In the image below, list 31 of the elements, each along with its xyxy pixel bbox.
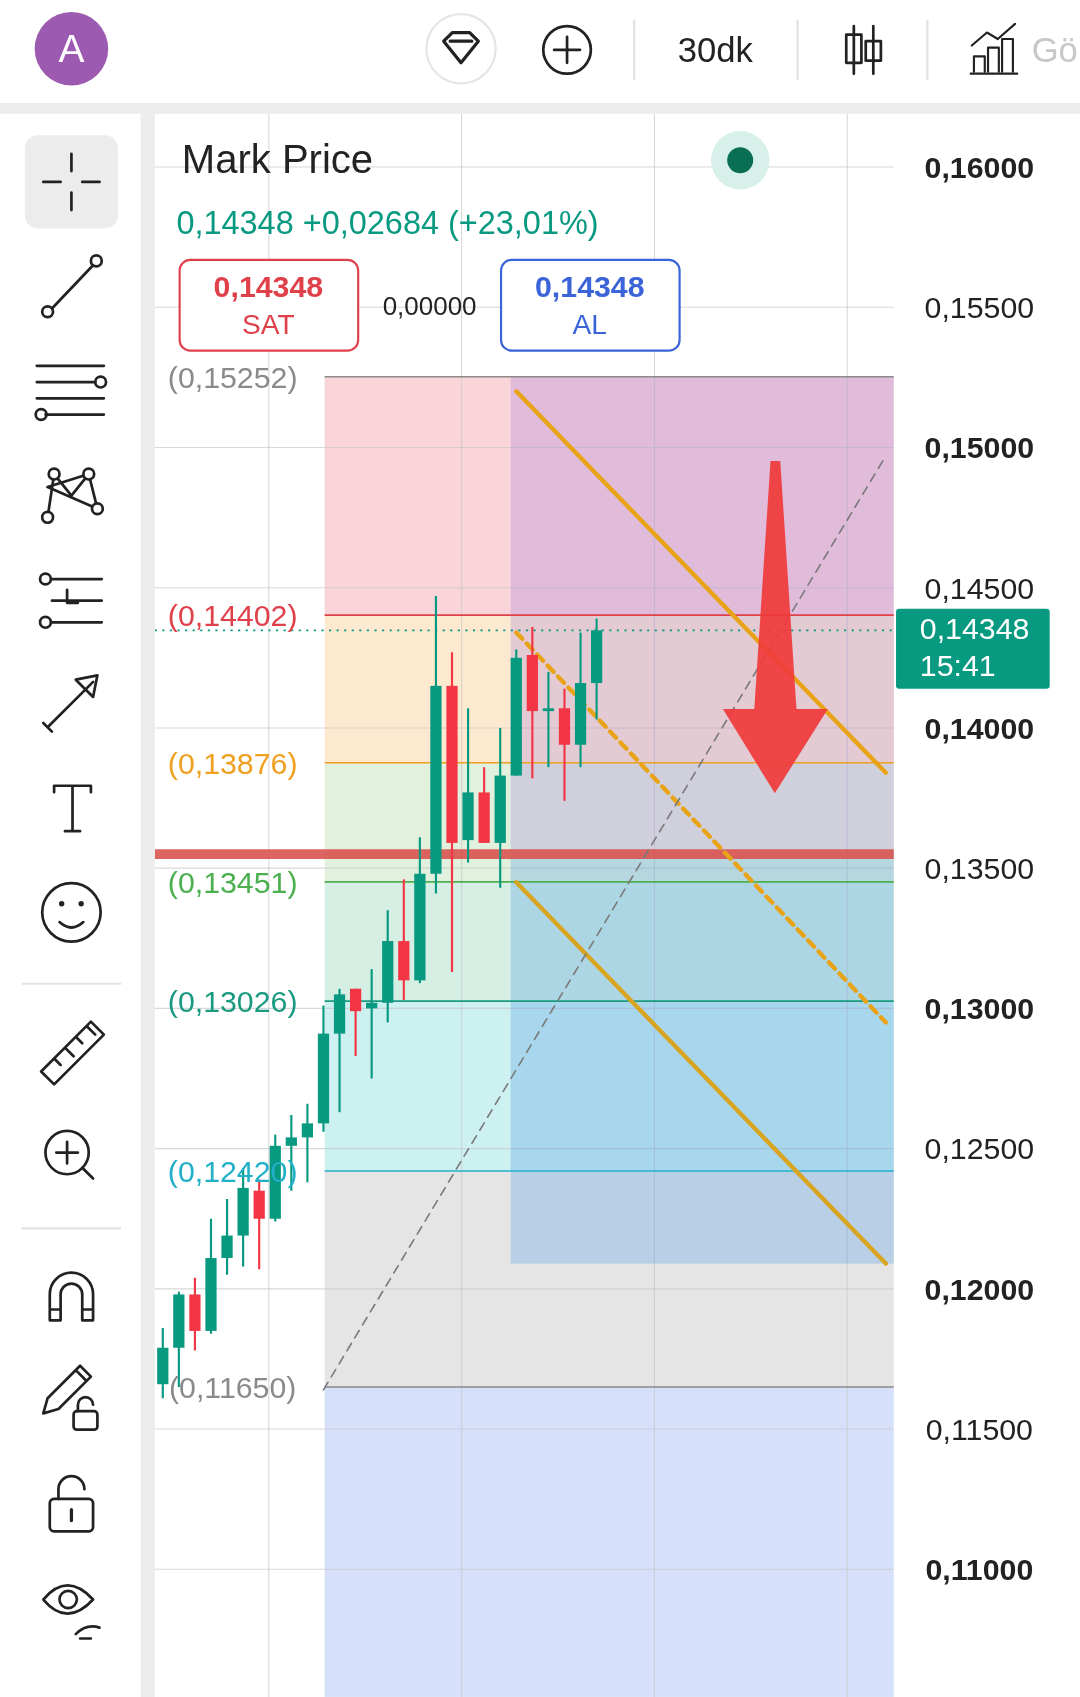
candlestick — [349, 987, 362, 1058]
candlestick — [301, 1102, 314, 1184]
y-tick-label: 0,12500 — [924, 1132, 1035, 1166]
ref-line-label: (0,13026) — [167, 984, 298, 1018]
candlestick — [221, 1198, 233, 1276]
y-tick-label: 0,16000 — [924, 150, 1035, 184]
y-tick-label: 0,13000 — [924, 992, 1035, 1026]
ref-line-label: (0,11650) — [168, 1370, 297, 1404]
annotation: 0,14348 — [535, 269, 645, 303]
y-tick-label: 0,12000 — [924, 1272, 1035, 1306]
ref-line-label: (0,15252) — [167, 360, 298, 394]
annotation: AL — [572, 309, 607, 341]
text: Mark Price — [181, 137, 374, 182]
y-tick-label: 0,15000 — [924, 431, 1035, 465]
text: A — [58, 26, 85, 70]
y-tick-label: 0,14000 — [924, 711, 1035, 745]
annotation: 0,00000 — [382, 290, 477, 321]
ref-line-label: (0,14402) — [167, 599, 298, 632]
annotation: 0,14348 — [213, 269, 324, 303]
ref-line-label: 0,14348 15:41 — [919, 611, 1030, 682]
y-tick-label: 0,14500 — [924, 571, 1035, 605]
ref-line-label: (0,13876) — [167, 746, 298, 780]
y-tick-label: 0,11500 — [925, 1412, 1033, 1446]
y-tick-label: 0,11000 — [925, 1553, 1034, 1587]
text: 30dk — [677, 30, 754, 69]
ref-line-label: (0,13451) — [167, 865, 298, 899]
annotation: SAT — [242, 309, 295, 341]
candlestick — [542, 670, 555, 769]
y-tick-label: 0,13500 — [924, 851, 1035, 885]
y-tick-label: 0,15500 — [924, 291, 1035, 325]
text: 0,14348 +0,02684 (+23,01%) — [176, 204, 599, 241]
